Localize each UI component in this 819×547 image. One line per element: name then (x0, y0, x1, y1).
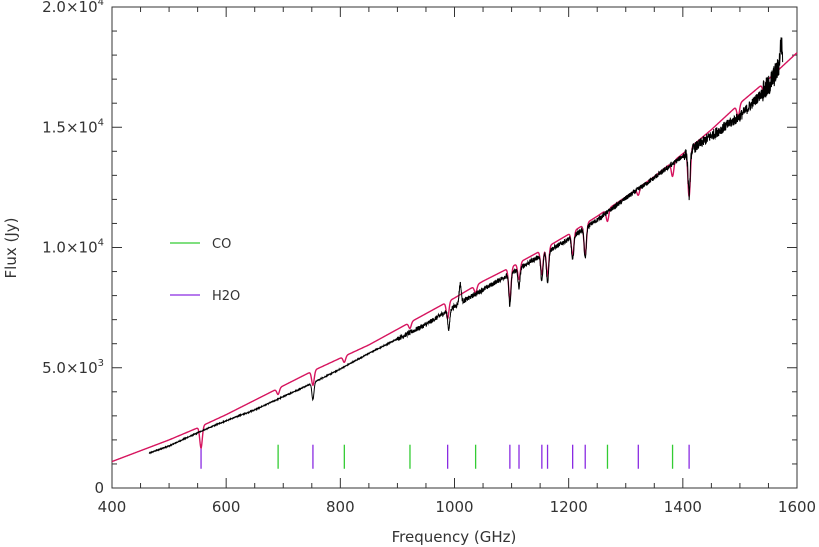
y-tick-exponent: 4 (98, 0, 104, 8)
legend-label-co: CO (212, 237, 231, 252)
y-tick-label: 1.5×104 (42, 117, 104, 136)
y-tick-exponent: 4 (98, 238, 104, 249)
y-axis: 0 5.0×103 1.0×104 1.5×104 2.0×104 (42, 0, 797, 497)
legend: CO H2O (170, 237, 240, 304)
x-tick-label: 800 (326, 498, 355, 516)
x-tick-label: 600 (212, 498, 241, 516)
x-tick-label: 400 (98, 498, 127, 516)
y-tick-label: 0 (94, 479, 104, 497)
x-tick-label: 1400 (664, 498, 702, 516)
y-axis-title: Flux (Jy) (2, 218, 20, 279)
x-axis: 400 600 800 1000 1200 1400 1600 (98, 7, 816, 516)
x-tick-label: 1200 (550, 498, 588, 516)
y-tick-label: 5.0×103 (42, 358, 104, 377)
y-tick-label: 2.0×104 (42, 0, 104, 16)
observed-series-line (148, 37, 784, 455)
line-markers (200, 444, 690, 469)
y-tick-exponent: 3 (98, 358, 104, 369)
x-tick-label: 1600 (778, 498, 816, 516)
x-axis-title: Frequency (GHz) (392, 528, 517, 546)
legend-label-h2o: H2O (212, 289, 240, 304)
model-series-line (111, 52, 798, 463)
y-tick-label: 1.0×104 (42, 238, 104, 257)
series-layer (111, 37, 798, 463)
x-tick-label: 1000 (435, 498, 473, 516)
y-tick-exponent: 4 (98, 117, 104, 128)
